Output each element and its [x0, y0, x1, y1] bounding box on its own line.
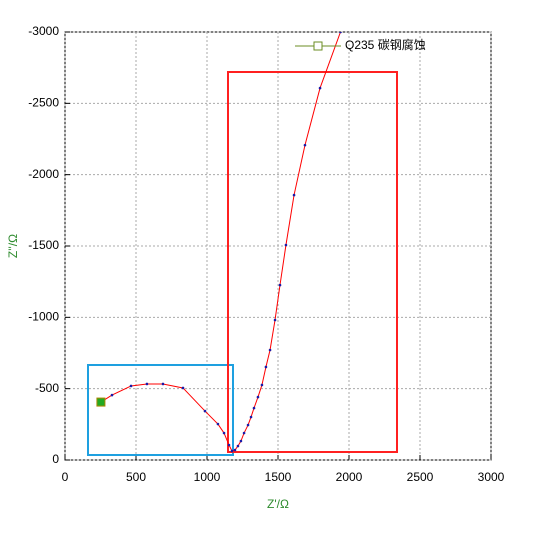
y-tick-label: 0	[52, 452, 59, 466]
point	[284, 243, 288, 247]
legend-marker	[313, 41, 323, 51]
y-axis-label: Z''/Ω	[6, 234, 20, 258]
point	[110, 393, 114, 397]
series-line	[100, 32, 341, 452]
point	[242, 431, 246, 435]
legend-label: Q235 碳钢腐蚀	[345, 37, 426, 52]
point	[181, 386, 185, 390]
point	[252, 406, 256, 410]
plot-area	[96, 32, 342, 453]
x-axis-label: Z'/Ω	[267, 497, 289, 511]
y-tick-label: -1000	[28, 310, 59, 324]
highlight-box	[227, 71, 398, 453]
point	[264, 365, 268, 369]
point	[256, 395, 260, 399]
point	[292, 193, 296, 197]
point	[236, 444, 240, 448]
point	[268, 348, 272, 352]
x-tick-label: 1000	[194, 470, 221, 484]
x-tick-label: 500	[126, 470, 146, 484]
point	[233, 448, 237, 452]
point	[129, 384, 133, 388]
y-tick-label: -500	[35, 381, 59, 395]
point	[303, 143, 307, 147]
point	[145, 382, 149, 386]
y-tick-label: -1500	[28, 238, 59, 252]
point	[278, 283, 282, 287]
point	[161, 382, 165, 386]
point	[246, 423, 250, 427]
x-tick-label: 2500	[407, 470, 434, 484]
x-tick-label: 0	[62, 470, 69, 484]
y-tick-label: -3000	[28, 24, 59, 38]
x-tick-label: 2000	[336, 470, 363, 484]
x-tick-label: 1500	[265, 470, 292, 484]
y-tick-label: -2500	[28, 96, 59, 110]
point	[203, 409, 207, 413]
point	[249, 415, 253, 419]
point	[339, 32, 342, 34]
point	[216, 422, 220, 426]
start-marker	[96, 397, 106, 407]
point	[227, 443, 231, 447]
point	[260, 383, 264, 387]
point	[239, 439, 243, 443]
point	[222, 431, 226, 435]
y-tick-label: -2000	[28, 167, 59, 181]
highlight-box	[87, 364, 234, 456]
point	[230, 449, 234, 453]
point	[273, 318, 277, 322]
x-tick-label: 3000	[478, 470, 505, 484]
point	[318, 86, 322, 90]
